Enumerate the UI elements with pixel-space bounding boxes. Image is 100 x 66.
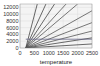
series-line — [26, 38, 92, 48]
y-tick-label: 12000 — [3, 4, 18, 10]
series-line — [26, 39, 92, 40]
x-tick-label: 500 — [30, 50, 39, 56]
series-line — [26, 23, 92, 48]
y-tick-label: 10000 — [3, 11, 18, 17]
plot-area — [20, 4, 92, 48]
series-line — [26, 44, 92, 48]
y-tick-label: 8000 — [6, 18, 18, 24]
y-tick-label: 4000 — [6, 31, 18, 37]
series-line — [26, 4, 66, 48]
x-axis-label: temperature — [40, 59, 73, 65]
x-tick-label: 2000 — [71, 50, 83, 56]
lines — [26, 4, 92, 48]
y-tick-label: 2000 — [6, 38, 18, 44]
x-tick-label: 1000 — [43, 50, 55, 56]
y-grid-line — [20, 7, 92, 8]
chart: 0500100015002000250002000400060008000100… — [0, 0, 100, 66]
plot-frame — [20, 4, 92, 48]
x-tick-label: 2500 — [86, 50, 98, 56]
x-tick-label: 0 — [18, 50, 21, 56]
y-grid-line — [20, 20, 92, 21]
y-tick-label: 6000 — [6, 25, 18, 31]
x-tick-label: 1500 — [57, 50, 69, 56]
y-tick-label: 0 — [15, 45, 18, 51]
series-line — [26, 31, 92, 48]
series-line — [26, 11, 92, 48]
